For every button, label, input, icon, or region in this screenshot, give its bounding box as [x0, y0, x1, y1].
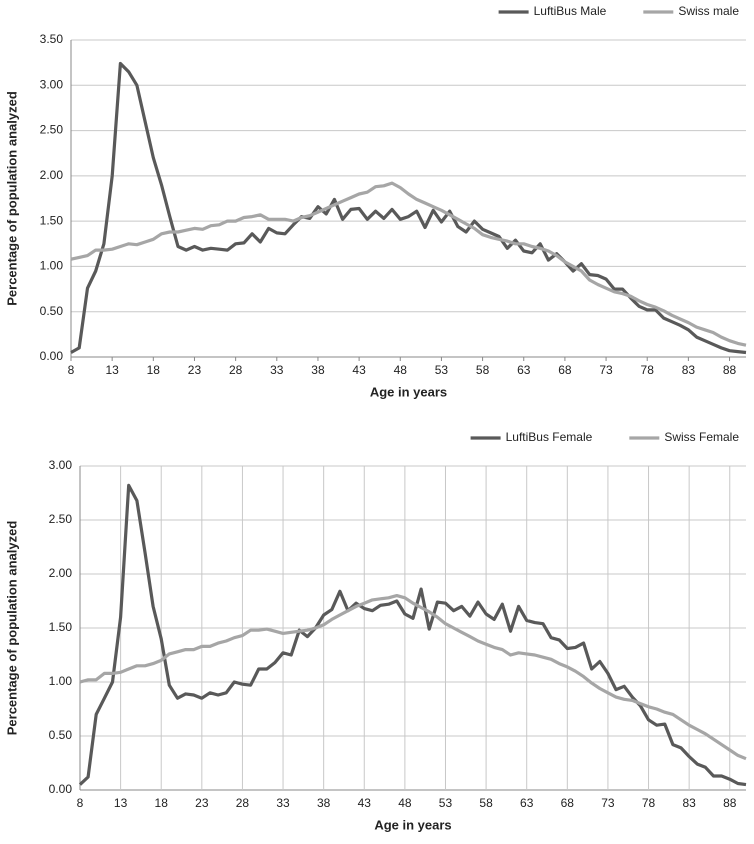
- x-tick-label: 78: [641, 363, 655, 377]
- x-tick-label: 53: [435, 363, 449, 377]
- x-tick-label: 23: [195, 796, 209, 810]
- y-tick-label: 0.50: [40, 304, 64, 318]
- y-tick-label: 3.50: [40, 32, 64, 46]
- y-tick-label: 3.00: [49, 458, 73, 472]
- series-line: [78, 483, 747, 787]
- legend-label: Swiss Female: [664, 430, 739, 444]
- series-line: [70, 181, 747, 347]
- y-axis-label: Percentage of population analyzed: [4, 521, 19, 736]
- x-tick-label: 83: [682, 796, 696, 810]
- x-tick-label: 48: [398, 796, 412, 810]
- y-tick-label: 1.00: [40, 259, 64, 273]
- x-tick-label: 13: [114, 796, 128, 810]
- series-line: [70, 61, 747, 355]
- x-tick-label: 33: [276, 796, 290, 810]
- x-tick-label: 63: [520, 796, 534, 810]
- x-tick-label: 68: [558, 363, 572, 377]
- x-tick-label: 18: [155, 796, 169, 810]
- legend-label: LuftiBus Male: [534, 4, 607, 18]
- x-tick-label: 88: [723, 363, 737, 377]
- series-line: [79, 594, 747, 761]
- y-tick-label: 0.00: [49, 782, 73, 796]
- x-tick-label: 8: [68, 363, 75, 377]
- x-tick-label: 28: [236, 796, 250, 810]
- x-tick-label: 78: [642, 796, 656, 810]
- y-axis-label: Percentage of population analyzed: [4, 91, 19, 306]
- x-tick-label: 18: [147, 363, 161, 377]
- y-tick-label: 3.00: [40, 77, 64, 91]
- x-tick-label: 73: [601, 796, 615, 810]
- legend-label: LuftiBus Female: [506, 430, 593, 444]
- x-tick-label: 63: [517, 363, 531, 377]
- x-tick-label: 58: [476, 363, 490, 377]
- y-tick-label: 2.00: [49, 566, 73, 580]
- x-tick-label: 8: [77, 796, 84, 810]
- x-tick-label: 38: [311, 363, 325, 377]
- x-axis-label: Age in years: [374, 817, 451, 832]
- x-tick-label: 48: [394, 363, 408, 377]
- x-axis-label: Age in years: [370, 384, 447, 399]
- x-tick-label: 73: [599, 363, 613, 377]
- x-tick-label: 33: [270, 363, 284, 377]
- y-tick-label: 0.50: [49, 728, 73, 742]
- x-tick-label: 43: [358, 796, 372, 810]
- x-tick-label: 68: [561, 796, 575, 810]
- y-tick-label: 2.50: [49, 512, 73, 526]
- y-tick-label: 1.50: [49, 620, 73, 634]
- x-tick-label: 53: [439, 796, 453, 810]
- y-tick-label: 0.00: [40, 349, 64, 363]
- y-tick-label: 1.50: [40, 213, 64, 227]
- x-tick-label: 28: [229, 363, 243, 377]
- x-tick-label: 13: [105, 363, 119, 377]
- x-tick-label: 43: [352, 363, 366, 377]
- x-tick-label: 23: [188, 363, 202, 377]
- legend-label: Swiss male: [678, 4, 739, 18]
- y-tick-label: 2.00: [40, 168, 64, 182]
- x-tick-label: 38: [317, 796, 331, 810]
- x-tick-label: 58: [479, 796, 493, 810]
- x-tick-label: 83: [682, 363, 696, 377]
- y-tick-label: 2.50: [40, 123, 64, 137]
- x-tick-label: 88: [723, 796, 737, 810]
- y-tick-label: 1.00: [49, 674, 73, 688]
